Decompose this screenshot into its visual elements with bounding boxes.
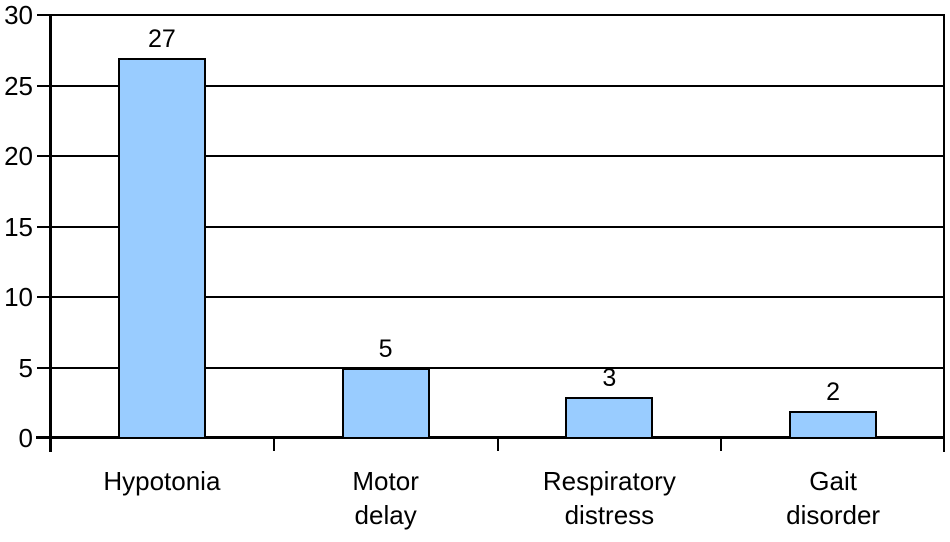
- bar: [565, 397, 654, 439]
- gridline: [37, 14, 945, 16]
- bar-value-label: 2: [826, 378, 841, 406]
- x-category-label: Motor delay: [352, 466, 419, 530]
- bar: [117, 58, 206, 439]
- y-tick-label: 20: [4, 141, 33, 171]
- y-tick-label: 0: [18, 423, 33, 453]
- gridline: [37, 296, 945, 298]
- x-axis-tick: [496, 439, 499, 451]
- y-tick-label: 5: [18, 352, 33, 383]
- plot-right-border: [943, 15, 945, 452]
- gridline: [37, 84, 945, 87]
- x-category-label: Respiratory distress: [542, 466, 676, 530]
- y-axis-line: [49, 15, 52, 452]
- bar: [341, 368, 430, 439]
- x-axis-tick: [720, 439, 723, 451]
- y-tick-label: 25: [4, 70, 33, 101]
- x-category-label: Hypotonia: [103, 466, 221, 496]
- x-category-label: Gait disorder: [786, 466, 881, 530]
- gridline: [37, 225, 945, 228]
- bar-value-label: 5: [378, 335, 393, 363]
- y-tick-label: 10: [4, 282, 33, 312]
- bar-value-label: 27: [147, 25, 176, 53]
- x-axis-line: [36, 436, 945, 439]
- y-tick-label: 15: [4, 211, 33, 242]
- bar: [789, 411, 878, 439]
- gridline: [37, 155, 945, 157]
- x-axis-tick: [272, 439, 275, 451]
- gridline: [37, 366, 945, 369]
- y-tick-label: 30: [4, 0, 33, 30]
- bar-value-label: 3: [602, 364, 617, 392]
